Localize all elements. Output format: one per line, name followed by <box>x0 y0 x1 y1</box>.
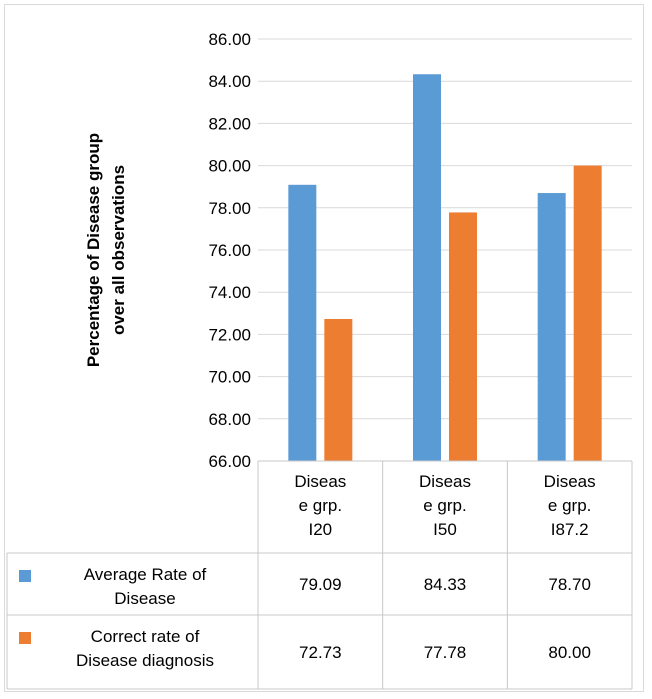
data-value-label: 79.09 <box>299 575 342 594</box>
y-tick-label: 76.00 <box>208 241 251 260</box>
category-label: I50 <box>433 520 457 539</box>
bar-correct-rate <box>324 318 353 461</box>
y-tick-label: 66.00 <box>208 452 251 471</box>
category-label: e grp. <box>423 496 466 515</box>
bar-average-rate <box>537 193 566 461</box>
y-tick-label: 82.00 <box>208 114 251 133</box>
legend-label: Disease diagnosis <box>76 651 214 670</box>
legend-label: Average Rate of <box>84 565 207 584</box>
category-label: I20 <box>309 520 333 539</box>
category-label: e grp. <box>548 496 591 515</box>
y-tick-label: 78.00 <box>208 199 251 218</box>
category-label: Diseas <box>419 472 471 491</box>
legend-label: Correct rate of <box>91 627 200 646</box>
bar-chart: 66.00 68.00 70.00 72.00 74.00 76.00 78.00 80.00… <box>6 30 633 690</box>
data-value-label: 84.33 <box>424 575 467 594</box>
legend-swatch <box>19 570 31 582</box>
y-tick-label: 70.00 <box>208 368 251 387</box>
data-value-label: 80.00 <box>548 643 591 662</box>
y-axis-label: Percentage of Disease group over all obse… <box>84 133 128 367</box>
bars <box>288 74 602 461</box>
gridlines <box>258 38 632 420</box>
bar-correct-rate <box>573 165 602 461</box>
chart-frame: 66.00 68.00 70.00 72.00 74.00 76.00 78.00 80.00… <box>4 4 644 692</box>
category-label: Diseas <box>294 472 346 491</box>
bar-average-rate <box>413 74 441 461</box>
data-value-label: 77.78 <box>424 643 467 662</box>
bar-average-rate <box>288 184 317 461</box>
y-tick-label: 84.00 <box>208 72 251 91</box>
y-tick-label: 80.00 <box>208 157 251 176</box>
y-tick-label: 72.00 <box>208 325 251 344</box>
data-value-label: 72.73 <box>299 643 342 662</box>
data-value-label: 78.70 <box>548 575 591 594</box>
legend-label: Disease <box>114 589 175 608</box>
y-axis-ticks: 66.00 68.00 70.00 72.00 74.00 76.00 78.00 80.00… <box>208 30 251 471</box>
y-axis-title: over all observations <box>109 165 128 335</box>
category-label: I87.2 <box>551 520 589 539</box>
category-label: e grp. <box>299 496 342 515</box>
y-tick-label: 68.00 <box>208 410 251 429</box>
y-tick-label: 74.00 <box>208 283 251 302</box>
category-label: Diseas <box>544 472 596 491</box>
y-axis-title: Percentage of Disease group <box>84 133 103 367</box>
data-table: Diseas e grp. I20 Diseas e grp. I50 Diseas e gr… <box>6 460 633 690</box>
y-tick-label: 86.00 <box>208 30 251 49</box>
legend-swatch <box>19 632 31 644</box>
bar-correct-rate <box>449 212 477 461</box>
